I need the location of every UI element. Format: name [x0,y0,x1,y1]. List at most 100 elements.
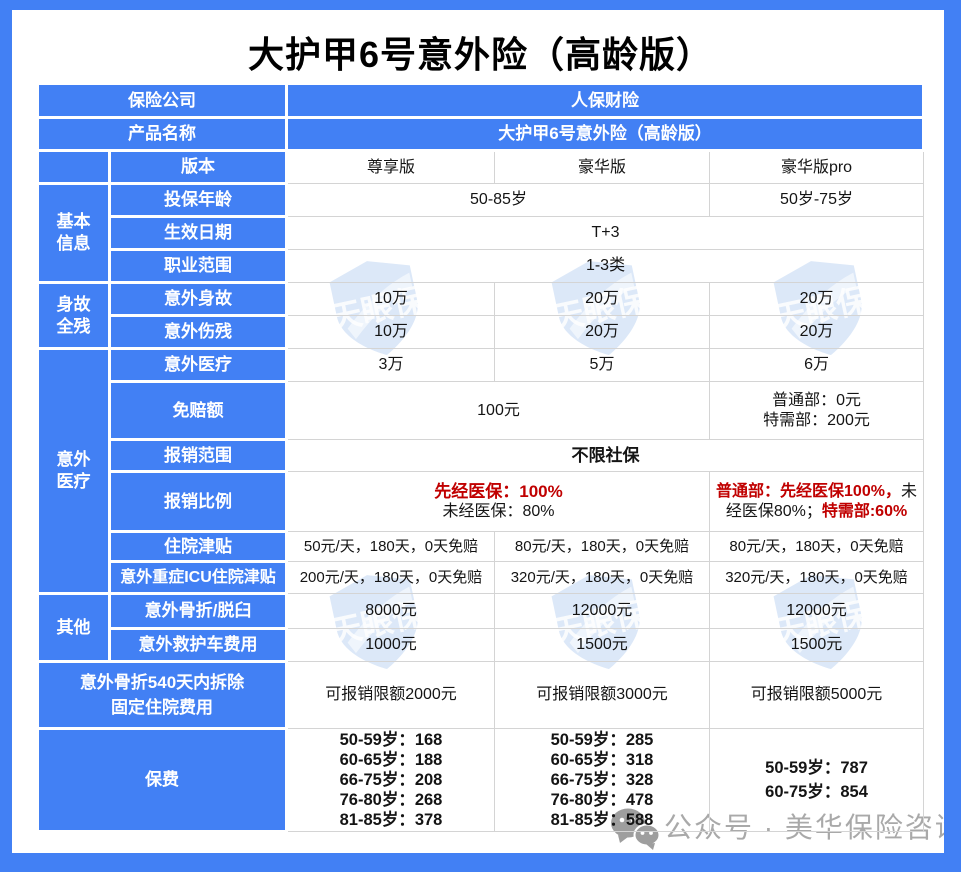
premium-line: 66-75岁：208 [339,771,443,789]
fracture-v1-cell: 8000元 [286,593,495,629]
premium-line: 81-85岁：378 [339,811,443,829]
allowance-v2-cell: 80元/天，180天，0天免赔 [494,531,710,562]
table-row: 意外伤残 10万 20万 20万 [38,314,925,350]
group-accident-medical-cell: 意外 医疗 [36,347,111,595]
page-title: 大护甲6号意外险（高龄版） [247,34,714,75]
premium-line: 66-75岁：328 [550,771,654,789]
effective-value-cell: T+3 [285,216,925,250]
company-value-cell: 人保财险 [284,82,926,119]
age-value-main-cell: 50-85岁 [286,183,710,217]
allowance-v1-cell: 50元/天，180天，0天免赔 [286,531,495,562]
accident-death-label-cell: 意外身故 [108,281,288,317]
group-basic-line1: 基本 [56,212,91,231]
table-row: 报销比例 先经医保：100% 未经医保：80% 普通部：先经医保100%，未经医… [38,470,925,533]
accident-death-v2-cell: 20万 [494,282,710,316]
accident-disability-v1-cell: 10万 [286,315,495,349]
accident-death-v3-cell: 20万 [708,282,925,316]
deductible-value-main-cell: 100元 [286,381,710,440]
premium-line: 50-59岁：168 [339,731,443,749]
table-row: 产品名称 大护甲6号意外险（高龄版） [36,116,926,152]
group-medical-line1: 意外 [56,450,91,469]
premium-line: 50-59岁：787 [765,759,868,777]
premium-line: 50-59岁：285 [550,731,654,749]
ambulance-v1-cell: 1000元 [286,628,495,662]
accident-death-v1-cell: 10万 [286,282,495,316]
table-row: 意外重症ICU住院津贴 200元/天，180天，0天免赔 320元/天，180天… [38,560,925,595]
allowance-v3-cell: 80元/天，180天，0天免赔 [708,531,925,562]
group-basic-info-cell: 基本 信息 [36,182,111,284]
icu-allowance-label-cell: 意外重症ICU住院津贴 [108,560,288,595]
version-cell-zunxiang: 尊享版 [286,150,495,184]
table-row: 意外救护车费用 1000元 1500元 1500元 [38,627,925,663]
icu-v3-cell: 320元/天，180天，0天免赔 [708,561,925,594]
deductible-pro-line2: 特需部：200元 [763,411,870,429]
group-medical-line2: 医疗 [56,472,91,491]
version-cell-haohua: 豪华版 [494,150,710,184]
product-label-cell: 产品名称 [36,116,288,152]
deductible-label-cell: 免赔额 [108,380,288,441]
table-row: 免赔额 100元 普通部：0元 特需部：200元 [38,380,925,441]
occupation-value-cell: 1-3类 [285,249,925,283]
deductible-value-pro-cell: 普通部：0元 特需部：200元 [708,381,925,440]
table-row: 其他 意外骨折/脱臼 8000元 12000元 12000元 [36,592,925,663]
version-cell-haohua-pro: 豪华版pro [708,150,925,184]
scope-label-cell: 报销范围 [108,438,288,473]
age-value-pro-cell: 50岁-75岁 [708,183,925,217]
medical-label-cell: 意外医疗 [108,347,288,383]
premium-line: 76-80岁：268 [339,791,443,809]
ratio-main-red-line: 先经医保：100% [434,481,563,501]
ambulance-label-cell: 意外救护车费用 [108,627,288,663]
ratio-pro-red2: 特需部:60% [821,502,908,520]
table-row: 身故 全残 意外身故 10万 20万 20万 [36,281,925,350]
ratio-main-black-line: 未经医保：80% [442,502,555,520]
ambulance-v2-cell: 1500元 [494,628,710,662]
scope-value-cell: 不限社保 [285,439,925,472]
fracture-v2-cell: 12000元 [494,593,710,629]
removal-v3-cell: 可报销限额5000元 [708,661,925,729]
removal-label-line1: 意外骨折540天内拆除 [79,673,245,692]
premium-v1-cell: 50-59岁：168 60-65岁：188 66-75岁：208 76-80岁：… [286,728,495,832]
premium-label-cell: 保费 [36,727,288,833]
accident-disability-label-cell: 意外伤残 [108,314,288,350]
product-value-cell: 大护甲6号意外险（高龄版） [284,116,926,152]
removal-label-cell: 意外骨折540天内拆除 固定住院费用 [36,660,288,730]
group-death-disability-cell: 身故 全残 [36,281,111,350]
table-row: 意外骨折540天内拆除 固定住院费用 可报销限额2000元 可报销限额3000元… [36,660,925,730]
table-row: 版本 尊享版 豪华版 豪华版pro [36,149,925,185]
group-basic-line2: 信息 [56,234,91,253]
premium-line: 60-75岁：854 [765,783,868,801]
table-row: 报销范围 不限社保 [38,438,925,473]
product-table: 保险公司 人保财险 产品名称 大护甲6号意外险（高龄版） 版本 尊享版 豪华版 … [36,82,926,833]
age-label-cell: 投保年龄 [108,182,288,218]
table-row: 生效日期 T+3 [38,215,925,251]
icu-v1-cell: 200元/天，180天，0天免赔 [286,561,495,594]
version-category-empty-cell [36,149,111,185]
effective-label-cell: 生效日期 [108,215,288,251]
ratio-value-pro-cell: 普通部：先经医保100%，未经医保80%；特需部:60% [708,471,925,532]
removal-label-line2: 固定住院费用 [111,698,213,717]
group-death-line1: 身故 [56,294,91,314]
premium-line: 60-65岁：188 [339,751,443,769]
premium-v3-cell: 50-59岁：787 60-75岁：854 [708,728,925,832]
version-label-cell: 版本 [108,149,288,185]
table-row: 基本 信息 投保年龄 50-85岁 50岁-75岁 [36,182,925,284]
ratio-pro-red1: 普通部：先经医保100%， [716,482,901,500]
accident-disability-v3-cell: 20万 [708,315,925,349]
premium-line: 76-80岁：478 [550,791,654,809]
premium-v2-cell: 50-59岁：285 60-65岁：318 66-75岁：328 76-80岁：… [494,728,710,832]
table-row: 职业范围 1-3类 [38,248,925,284]
table-row: 住院津贴 50元/天，180天，0天免赔 80元/天，180天，0天免赔 80元… [38,530,925,563]
ratio-value-main-cell: 先经医保：100% 未经医保：80% [286,471,710,532]
ratio-label-cell: 报销比例 [108,470,288,533]
icu-v2-cell: 320元/天，180天，0天免赔 [494,561,710,594]
premium-line: 60-65岁：318 [550,751,654,769]
medical-v2-cell: 5万 [494,348,710,382]
table-row: 意外 医疗 意外医疗 3万 5万 6万 [36,347,925,595]
fracture-v3-cell: 12000元 [708,593,925,629]
table-row: 保费 50-59岁：168 60-65岁：188 66-75岁：208 76-8… [36,727,925,833]
removal-v1-cell: 可报销限额2000元 [286,661,495,729]
allowance-label-cell: 住院津贴 [108,530,288,563]
accident-disability-v2-cell: 20万 [494,315,710,349]
table-row: 保险公司 人保财险 [36,82,926,119]
